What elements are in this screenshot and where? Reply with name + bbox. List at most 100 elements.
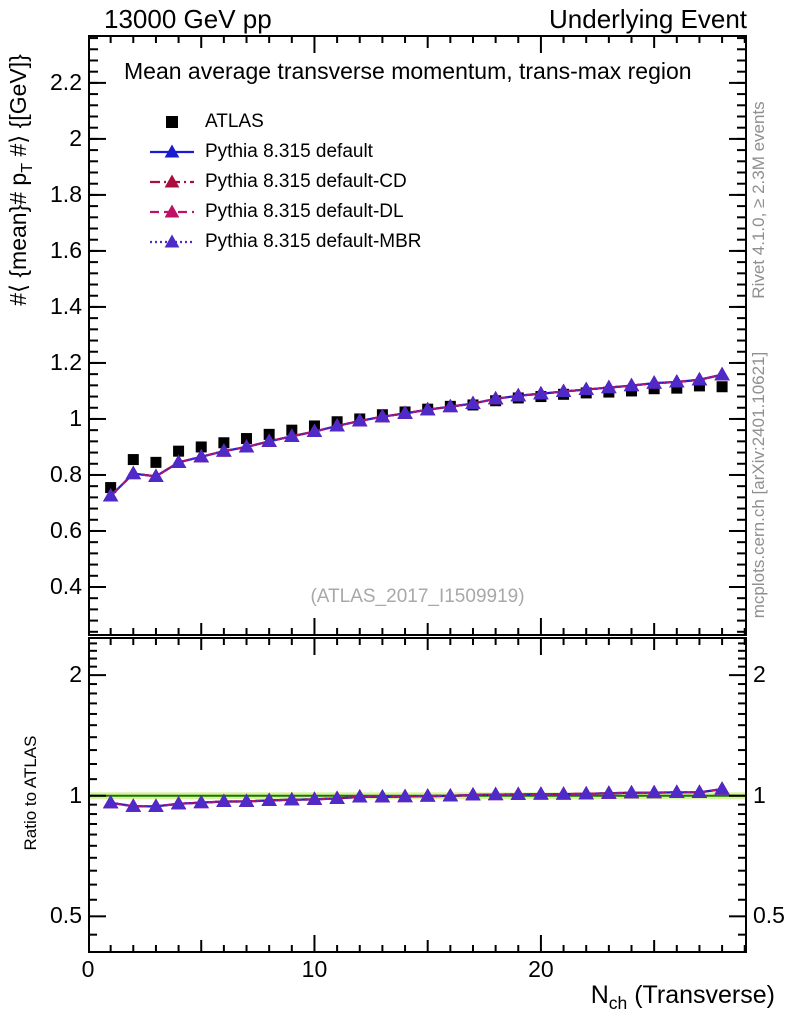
legend: ATLAS Pythia 8.315 default Pythia 8.315 de… (149, 107, 422, 257)
triangle-marker (714, 781, 730, 795)
legend-item: Pythia 8.315 default (149, 137, 422, 167)
atlas-data-point (195, 441, 207, 453)
triangle-marker (533, 786, 549, 800)
triangle-marker (510, 786, 526, 800)
triangle-marker (623, 784, 640, 799)
triangle-marker (352, 413, 368, 427)
legend-label: Pythia 8.315 default-DL (205, 201, 404, 222)
atlas-data-point (671, 382, 683, 394)
mcplots-arxiv-note: mcplots.cern.ch [arXiv:2401.10621] (749, 351, 768, 619)
legend-item: Pythia 8.315 default-CD (149, 167, 422, 197)
atlas-data-point (693, 380, 705, 392)
triangle-marker (261, 433, 277, 447)
triangle-marker (623, 377, 640, 392)
triangle-marker (306, 791, 323, 805)
legend-item: ATLAS (149, 107, 422, 137)
triangle-marker (601, 379, 617, 394)
atlas-data-point (218, 437, 230, 449)
square-legend-marker-icon (166, 116, 178, 128)
triangle-marker (374, 408, 391, 423)
triangle-marker (193, 794, 209, 809)
ratio-y-tick-label: 1 (69, 781, 82, 808)
main-y-tick-label: 0.6 (50, 516, 82, 543)
main-y-tick-label: 0.8 (50, 460, 82, 487)
triangle-marker (329, 790, 345, 804)
ratio-y-tick-label: 0.5 (50, 902, 82, 929)
triangle-marker (284, 428, 300, 442)
atlas-data-point (127, 454, 139, 466)
triangle-marker (374, 789, 391, 803)
triangle-marker (601, 785, 617, 799)
triangle-marker (352, 789, 368, 803)
triangle-marker (306, 423, 323, 438)
main-y-tick-label: 1.8 (50, 180, 82, 207)
panel-frame (88, 637, 747, 953)
ratio-y-tick-label: 2 (69, 661, 82, 688)
atlas-data-point (241, 433, 253, 445)
triangle-marker (261, 792, 277, 806)
triangle-marker (102, 794, 119, 809)
atlas-data-point (173, 445, 185, 457)
triangle-marker (125, 465, 141, 480)
main-y-tick-label: 0.4 (50, 572, 82, 599)
x-tick-label: 20 (528, 956, 554, 982)
legend-item: Pythia 8.315 default-MBR (149, 227, 422, 257)
triangle-legend-marker-icon (150, 174, 194, 188)
triangle-marker (148, 468, 164, 482)
triangle-marker (465, 787, 481, 801)
legend-label: ATLAS (205, 111, 264, 132)
triangle-marker (669, 374, 685, 388)
triangle-marker (102, 488, 119, 502)
atlas-data-point (648, 383, 660, 395)
triangle-marker (238, 793, 255, 807)
triangle-marker (193, 448, 209, 463)
triangle-marker (555, 383, 572, 398)
triangle-marker (442, 398, 459, 413)
triangle-marker (125, 798, 141, 812)
legend-item: Pythia 8.315 default-DL (149, 197, 422, 227)
triangle-marker (329, 418, 345, 432)
main-plot-panel (88, 35, 747, 636)
triangle-marker (465, 395, 481, 410)
plot-title: Mean average transverse momentum, trans-… (124, 58, 692, 84)
triangle-marker (148, 798, 164, 812)
triangle-marker (578, 381, 594, 396)
triangle-marker (442, 788, 459, 802)
triangle-marker (487, 390, 504, 405)
beam-energy-label: 13000 GeV pp (104, 4, 272, 34)
ratio-line-pythia-8-315-default-mbr (110, 788, 723, 808)
triangle-marker (533, 385, 549, 400)
triangle-marker (555, 786, 572, 800)
x-tick-label: 10 (301, 956, 328, 982)
legend-label: Pythia 8.315 default (205, 141, 373, 162)
atlas-data-point (150, 456, 162, 468)
main-y-tick-label: 1.2 (50, 348, 82, 375)
triangle-marker (420, 401, 436, 416)
ratio-y-tick-label: 1 (753, 781, 766, 808)
x-tick-label: 0 (81, 956, 95, 982)
analysis-id-watermark: (ATLAS_2017_I1509919) (310, 586, 525, 607)
triangle-marker (646, 784, 662, 799)
x-axis-title: Nch (Transverse) (590, 981, 775, 1013)
atlas-data-point (716, 381, 728, 393)
triangle-marker (238, 439, 255, 453)
panel-frame (88, 35, 747, 636)
analysis-group-label: Underlying Event (549, 4, 747, 34)
triangle-marker (170, 454, 187, 468)
triangle-marker (691, 371, 708, 386)
triangle-marker (216, 793, 232, 808)
triangle-marker (669, 784, 685, 798)
triangle-marker (487, 786, 504, 801)
triangle-marker (714, 366, 730, 381)
main-y-tick-label: 2 (69, 124, 82, 151)
triangle-marker (646, 375, 662, 389)
triangle-legend-marker-icon (150, 144, 194, 158)
triangle-marker (578, 786, 594, 800)
legend-label: Pythia 8.315 default-CD (205, 171, 407, 192)
ratio-y-tick-label: 2 (753, 661, 766, 688)
triangle-marker (216, 443, 232, 457)
legend-label: Pythia 8.315 default-MBR (205, 231, 422, 252)
main-y-tick-label: 2.2 (50, 68, 82, 95)
triangle-legend-marker-icon (150, 234, 194, 248)
